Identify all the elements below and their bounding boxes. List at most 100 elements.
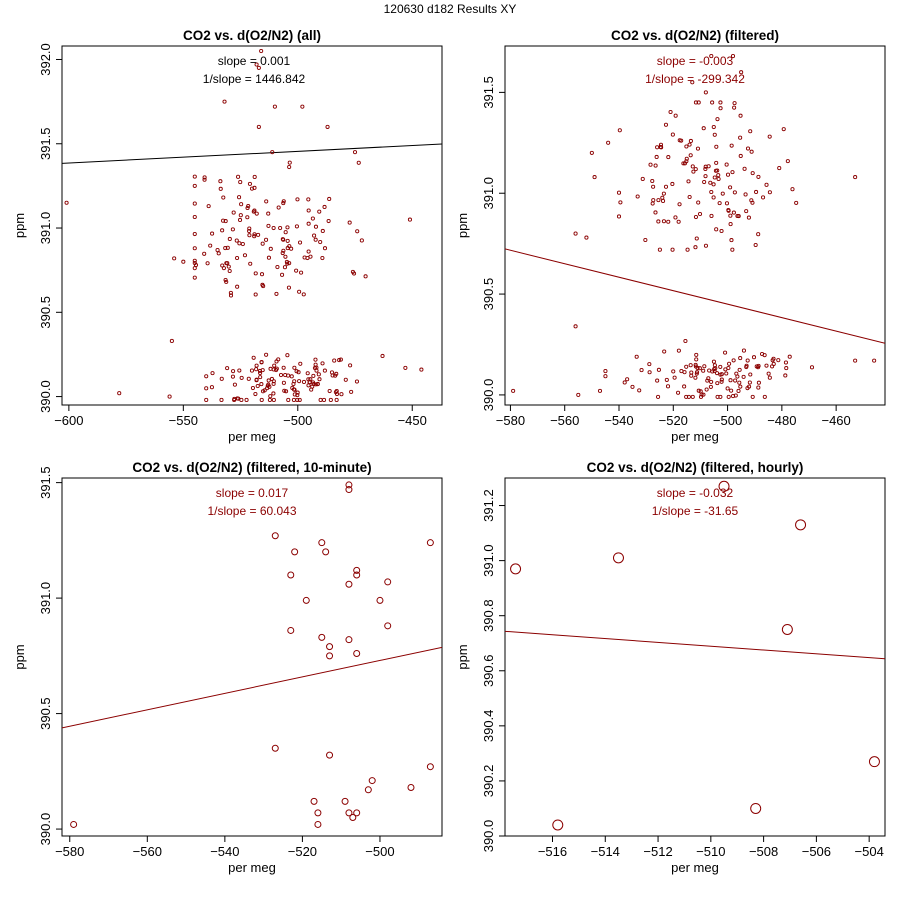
data-point bbox=[660, 195, 665, 200]
data-point bbox=[703, 164, 708, 169]
data-point bbox=[384, 578, 392, 586]
data-point bbox=[783, 360, 788, 365]
data-point bbox=[223, 219, 228, 224]
data-point bbox=[735, 374, 740, 379]
data-point bbox=[573, 324, 578, 329]
y-tick-label: 391.5 bbox=[481, 76, 496, 109]
data-point bbox=[234, 238, 239, 243]
data-point bbox=[643, 237, 648, 243]
data-point bbox=[192, 246, 197, 251]
data-point bbox=[209, 385, 214, 390]
data-point bbox=[247, 228, 252, 234]
data-point bbox=[252, 232, 257, 237]
data-point bbox=[738, 384, 743, 389]
data-point bbox=[576, 392, 581, 397]
data-point bbox=[384, 622, 392, 630]
data-point bbox=[684, 156, 689, 161]
data-point bbox=[249, 186, 255, 191]
data-point bbox=[403, 365, 408, 370]
data-point bbox=[625, 377, 630, 382]
data-point bbox=[707, 368, 712, 373]
y-axis-label: ppm bbox=[12, 644, 27, 669]
data-point bbox=[172, 256, 177, 261]
data-point bbox=[317, 377, 322, 382]
data-point bbox=[729, 238, 734, 243]
data-point bbox=[732, 190, 737, 195]
data-point bbox=[289, 374, 294, 379]
data-point bbox=[376, 596, 384, 604]
data-point bbox=[353, 650, 361, 658]
data-point bbox=[711, 124, 716, 130]
x-tick-label: −540 bbox=[210, 844, 239, 859]
data-point bbox=[292, 387, 297, 392]
plot-title: CO2 vs. d(O2/N2) (filtered, 10-minute) bbox=[132, 460, 371, 475]
data-point bbox=[684, 394, 689, 399]
data-point bbox=[311, 373, 316, 378]
data-point bbox=[419, 367, 424, 372]
data-point bbox=[750, 802, 762, 814]
data-point bbox=[330, 373, 335, 378]
data-point bbox=[714, 160, 719, 165]
data-point bbox=[353, 571, 361, 579]
data-point bbox=[259, 397, 264, 402]
data-point bbox=[684, 144, 689, 149]
data-point bbox=[220, 228, 225, 233]
data-point bbox=[710, 100, 715, 105]
data-point bbox=[312, 233, 317, 238]
data-point bbox=[656, 219, 661, 224]
x-tick-label: −516 bbox=[538, 844, 567, 859]
data-point bbox=[764, 363, 769, 368]
data-point bbox=[872, 358, 877, 363]
data-point bbox=[286, 397, 291, 402]
data-point bbox=[785, 159, 790, 164]
data-point bbox=[206, 204, 211, 209]
data-point bbox=[661, 198, 666, 204]
data-point bbox=[732, 101, 737, 106]
data-point bbox=[733, 378, 738, 383]
data-point bbox=[285, 238, 290, 243]
data-point bbox=[676, 390, 681, 395]
data-point bbox=[647, 370, 652, 375]
data-point bbox=[228, 293, 234, 298]
data-point bbox=[295, 393, 300, 398]
data-point bbox=[327, 196, 332, 202]
data-point bbox=[298, 361, 303, 366]
data-point bbox=[314, 820, 322, 828]
data-point bbox=[230, 227, 235, 232]
data-point bbox=[348, 363, 353, 368]
data-point bbox=[688, 138, 693, 144]
data-point bbox=[694, 352, 699, 357]
data-point bbox=[259, 49, 264, 54]
data-point bbox=[221, 195, 226, 200]
data-point bbox=[726, 365, 731, 371]
data-point bbox=[730, 170, 735, 175]
data-point bbox=[696, 200, 701, 205]
data-point bbox=[192, 174, 197, 179]
data-point bbox=[204, 397, 209, 402]
data-point bbox=[723, 350, 728, 355]
data-point bbox=[239, 375, 244, 380]
x-tick-label: −520 bbox=[288, 844, 317, 859]
slope-annotation: slope = -0.032 bbox=[657, 486, 734, 500]
data-point bbox=[281, 199, 286, 204]
x-tick-label: −520 bbox=[659, 413, 688, 428]
data-point bbox=[724, 371, 729, 376]
data-point bbox=[750, 200, 755, 205]
data-point bbox=[267, 397, 272, 402]
data-point bbox=[281, 365, 286, 370]
y-tick-label: 390.8 bbox=[481, 599, 496, 632]
data-point bbox=[334, 397, 339, 402]
data-point bbox=[345, 809, 353, 817]
data-point bbox=[281, 248, 286, 253]
data-point bbox=[318, 397, 323, 402]
data-point bbox=[691, 169, 696, 174]
data-point bbox=[368, 777, 376, 785]
data-point bbox=[250, 385, 255, 391]
data-point bbox=[246, 204, 251, 209]
data-point bbox=[715, 381, 720, 386]
data-point bbox=[718, 394, 723, 399]
data-point bbox=[314, 365, 319, 370]
data-point bbox=[714, 371, 720, 376]
data-point bbox=[737, 380, 742, 385]
figure-title: 120630 d182 Results XY bbox=[383, 2, 517, 16]
